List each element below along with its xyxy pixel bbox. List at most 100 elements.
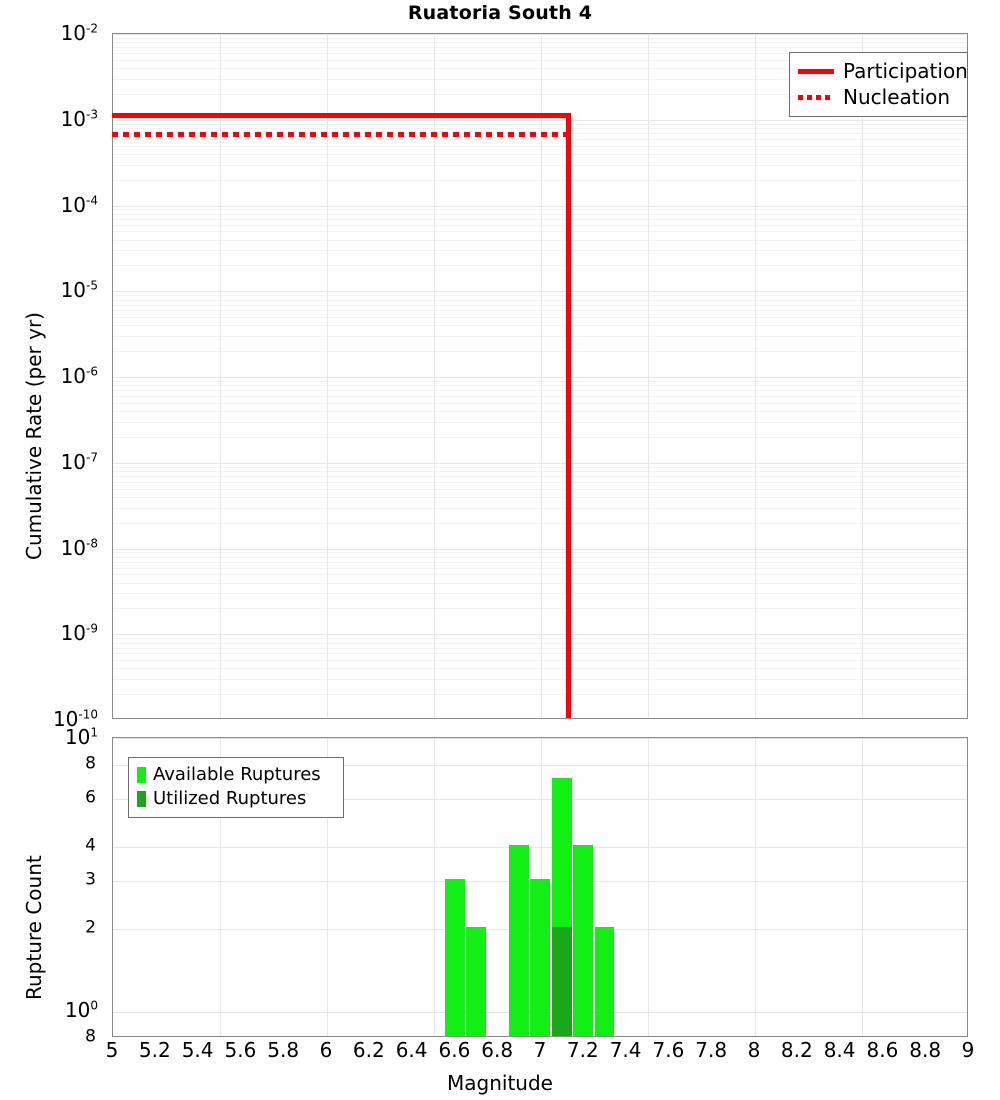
magnitude-tick-label: 6 [319, 1038, 333, 1062]
mfd-gridline-minor [113, 231, 967, 233]
mfd-y-tick-label: 10-6 [60, 364, 98, 388]
mfd-gridline-minor [113, 496, 967, 498]
magnitude-tick-label: 5.8 [267, 1038, 300, 1062]
solid-line-swatch-icon [798, 68, 834, 74]
utilized-rupture-bar [551, 927, 572, 1036]
mfd-gridline-vertical [755, 34, 756, 718]
mfd-gridline-minor [113, 59, 967, 61]
mfd-gridline-minor [113, 390, 967, 392]
magnitude-tick-label: 5.4 [181, 1038, 214, 1062]
mfd-gridline-minor [113, 647, 967, 649]
color-swatch-icon [137, 767, 146, 783]
mfd-gridline-vertical [434, 34, 435, 718]
mfd-gridline-minor [113, 436, 967, 438]
mfd-legend-item: Nucleation [798, 84, 959, 110]
mfd-legend-label: Nucleation [843, 85, 951, 109]
available-rupture-bar [573, 844, 593, 1036]
mfd-gridline-major [113, 462, 967, 464]
magnitude-tick-label: 9 [961, 1038, 975, 1062]
mfd-gridline-major [113, 377, 967, 378]
mfd-gridline-minor [113, 488, 967, 490]
mfd-gridline-minor [113, 304, 967, 306]
rupture-y-minor-tick-label: 4 [85, 835, 96, 856]
magnitude-tick-label: 6.6 [438, 1038, 471, 1062]
rupture-gridline-horizontal [113, 764, 967, 766]
mfd-gridline-minor [113, 351, 967, 353]
mfd-gridline-minor [113, 336, 967, 338]
available-rupture-bar [466, 927, 486, 1036]
mfd-gridline-minor [113, 552, 967, 554]
rupture-gridline-horizontal [113, 846, 967, 848]
mfd-gridline-major [113, 205, 967, 207]
mfd-gridline-vertical [648, 34, 649, 718]
mfd-gridline-minor [113, 522, 967, 524]
rupture-y-minor-tick-label: 6 [85, 787, 96, 808]
mfd-gridline-minor [113, 295, 967, 297]
rupture-y-tick-label: 101 [64, 725, 98, 749]
magnitude-tick-label: 5.6 [224, 1038, 257, 1062]
rupture-gridline-vertical [648, 738, 649, 1036]
rupture-legend-item: Utilized Ruptures [137, 787, 335, 811]
magnitude-tick-label: 7.2 [566, 1038, 599, 1062]
mfd-gridline-minor [113, 476, 967, 477]
mfd-gridline-minor [113, 574, 967, 576]
dotted-line-swatch-icon [798, 94, 834, 100]
mfd-gridline-minor [113, 567, 967, 569]
rupture-y-minor-tick-label: 8 [85, 1026, 96, 1047]
available-rupture-bar [444, 879, 465, 1036]
mfd-legend-label: Participation [843, 59, 968, 83]
rupture-gridline-vertical [434, 738, 435, 1036]
mfd-gridline-minor [113, 37, 967, 39]
mfd-gridline-vertical [541, 34, 542, 718]
mfd-gridline-major [113, 34, 967, 35]
mfd-gridline-major [113, 291, 967, 293]
mfd-gridline-minor [113, 694, 967, 696]
rupture-count-y-tick-labels: 101 100 8 6 4 3 2 8 [0, 726, 106, 1045]
mfd-gridline-minor [113, 164, 967, 166]
mfd-gridline-minor [113, 481, 967, 483]
mfd-gridline-minor [113, 396, 967, 397]
magnitude-tick-label: 6.2 [352, 1038, 385, 1062]
rupture-y-minor-tick-label: 3 [85, 869, 96, 890]
magnitude-tick-label: 7.8 [695, 1038, 728, 1062]
mfd-gridline-minor [113, 128, 967, 130]
available-rupture-bar [594, 927, 615, 1036]
magnitude-tick-label: 8.6 [866, 1038, 899, 1062]
magnitude-tick-label: 5.2 [138, 1038, 171, 1062]
mfd-gridline-minor [113, 42, 967, 44]
mfd-y-tick-label: 10-4 [60, 192, 98, 217]
mfd-gridline-minor [113, 593, 967, 595]
magnitude-tick-label: 6.4 [395, 1038, 428, 1062]
mfd-gridline-minor [113, 213, 967, 215]
mfd-gridline-major [113, 119, 967, 121]
magnitude-tick-label: 5 [105, 1038, 119, 1062]
magnitude-tick-label: 8.2 [780, 1038, 813, 1062]
magnitude-tick-label: 8.4 [823, 1038, 856, 1062]
magnitude-tick-label: 6.8 [481, 1038, 514, 1062]
mfd-y-tick-label: 10-7 [60, 449, 98, 474]
available-rupture-bar [551, 778, 572, 1036]
mfd-gridline-minor [113, 380, 967, 382]
mfd-gridline-minor [113, 209, 967, 211]
mfd-gridline-minor [113, 138, 967, 140]
rupture-count-plot-axes [112, 737, 968, 1037]
mfd-gridline-minor [113, 679, 967, 681]
mfd-legend-item: Participation [798, 58, 968, 84]
magnitude-tick-labels: 5 5.2 5.4 5.6 5.8 6 6.2 6.4 6.6 6.8 7 7.2 7.4 7.6 7.8 8… [0, 1040, 1000, 1066]
nucleation-plateau-line [112, 132, 570, 138]
mfd-gridline-minor [113, 660, 967, 662]
mfd-gridline-vertical [327, 34, 328, 718]
mfd-gridline-minor [113, 653, 967, 655]
magnitude-tick-label: 8.8 [909, 1038, 942, 1062]
mfd-gridline-minor [113, 218, 967, 220]
mfd-gridline-minor [113, 582, 967, 584]
rupture-count-legend: Available Ruptures Utilized Ruptures [128, 757, 344, 818]
mfd-gridline-minor [113, 250, 967, 252]
mfd-gridline-minor [113, 310, 967, 312]
mfd-gridline-minor [113, 556, 967, 558]
rupture-gridline-horizontal [113, 798, 967, 800]
rupture-y-tick-label: 100 [64, 998, 98, 1023]
mfd-y-tick-label: 10-3 [60, 106, 98, 131]
mfd-legend: Participation Nucleation [789, 52, 968, 117]
